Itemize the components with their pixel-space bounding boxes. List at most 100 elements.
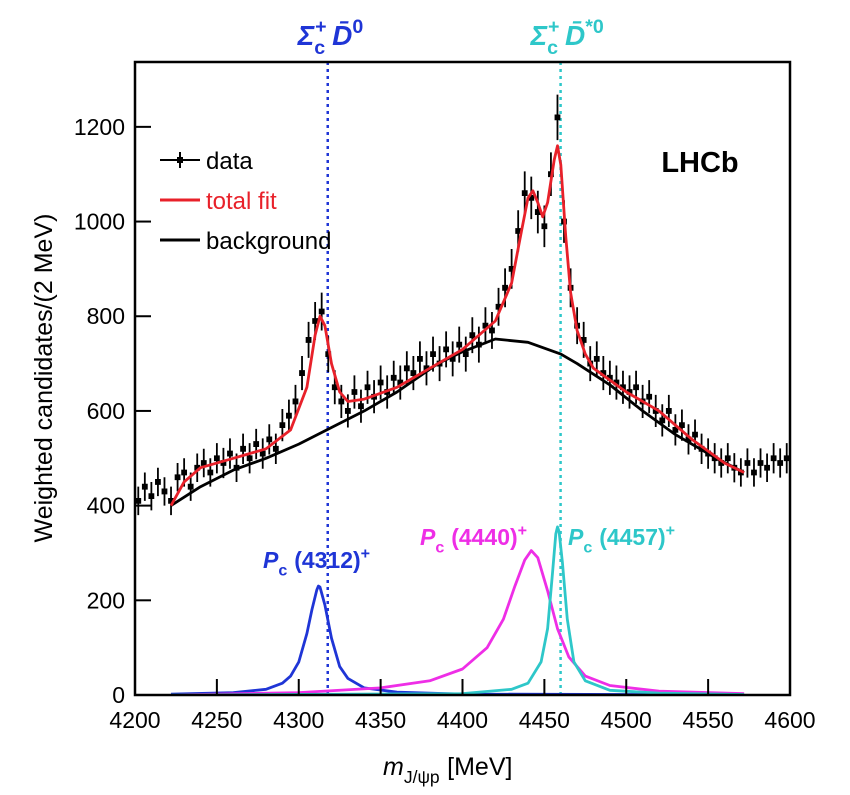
x-tick-label: 4400 [437,707,488,733]
data-point [292,384,299,419]
fit-curve [169,144,745,507]
data-point [744,448,751,478]
data-point [554,94,561,141]
data-point [757,448,764,478]
x-tick-label: 4250 [191,707,242,733]
text-part: P [420,524,436,550]
text-part: c [278,561,287,579]
data-point [456,326,463,363]
peak-label: Pc (4440)+ [420,521,527,556]
data-point [489,311,495,349]
data-point [227,438,233,469]
x-tick-label: 4350 [355,707,406,733]
y-tick-label: 0 [112,682,125,708]
text-part: *0 [585,16,604,38]
data-point [764,453,770,482]
y-tick-label: 1000 [74,209,125,235]
data-point [751,458,757,487]
text-part: (4440) [451,524,517,550]
y-tick-label: 1200 [74,114,125,140]
legend-label: background [206,228,331,255]
data-point [286,399,292,432]
data-point [246,443,253,474]
experiment-label: LHCb [661,147,738,179]
data-point [253,428,260,460]
x-tick-label: 4450 [519,707,570,733]
legend-marker [160,152,200,168]
data-point [534,190,541,234]
data-point [783,443,790,474]
data-point [299,356,305,391]
text-part: Σ [530,20,548,51]
x-tick-label: 4200 [109,707,160,733]
data-point [443,331,450,368]
data-point [770,443,777,474]
data-point [148,481,155,511]
data-point [259,438,266,469]
text-part: m [383,753,404,781]
data-point [213,443,220,474]
text-part: c [583,538,592,556]
y-axis-title: Weighted candidates/(2 MeV) [30,214,58,543]
data-point [665,394,672,428]
text-part: + [518,521,527,539]
text-part: c [547,37,558,59]
legend-label: data [206,148,253,175]
data-point [141,472,148,501]
x-axis-title: mJ/ψp [MeV] [383,753,512,787]
peak-label: Pc (4457)+ [568,521,675,556]
text-part: D̄ [332,20,352,51]
data-point [659,404,666,437]
data-point [174,463,181,492]
fit-curve [170,549,745,695]
fit-curve [170,584,745,695]
data-point [305,321,312,358]
peak-label: Pc (4312)+ [263,544,370,579]
data-point [351,375,358,409]
fit-curve [170,525,745,695]
data-point [155,467,161,497]
text-part: + [548,16,559,38]
data-point [777,448,784,478]
data-point [672,414,679,446]
y-tick-label: 200 [87,587,125,613]
data-point [318,292,325,331]
text-part: 0 [352,16,363,38]
data-point [272,433,279,464]
y-tick-label: 400 [87,493,125,519]
data-point [646,380,653,414]
x-tick-label: 4500 [601,707,652,733]
y-tick-label: 600 [87,398,125,424]
threshold-label: Σc+ D̄*0 [530,16,604,59]
data-point [724,443,731,474]
data-point [462,336,469,372]
data-point [679,409,685,441]
x-tick-label: 4300 [273,707,324,733]
x-tick-label: 4600 [764,707,815,733]
text-part: P [568,524,584,550]
x-tick-label: 4550 [683,707,734,733]
data-point [358,389,364,423]
data-point [135,486,142,516]
text-part: P [263,547,279,573]
text-part: + [361,544,370,562]
data-point [240,433,246,464]
text-part: c [314,37,325,59]
plot-area [135,62,790,695]
text-part: (4457) [599,524,665,550]
threshold-label: Σc+ D̄0 [297,16,364,59]
text-part: + [315,16,326,38]
text-part: c [435,538,444,556]
text-part: Σ [297,20,315,51]
data-point [417,341,423,377]
text-part: [MeV] [447,753,512,781]
legend-label: total fit [206,188,277,215]
text-part: D̄ [565,20,585,51]
data-point [403,351,410,386]
text-part: J/ψp [404,767,440,787]
data-point [161,477,168,506]
data-point [338,384,345,419]
text-part: (4312) [294,547,360,573]
